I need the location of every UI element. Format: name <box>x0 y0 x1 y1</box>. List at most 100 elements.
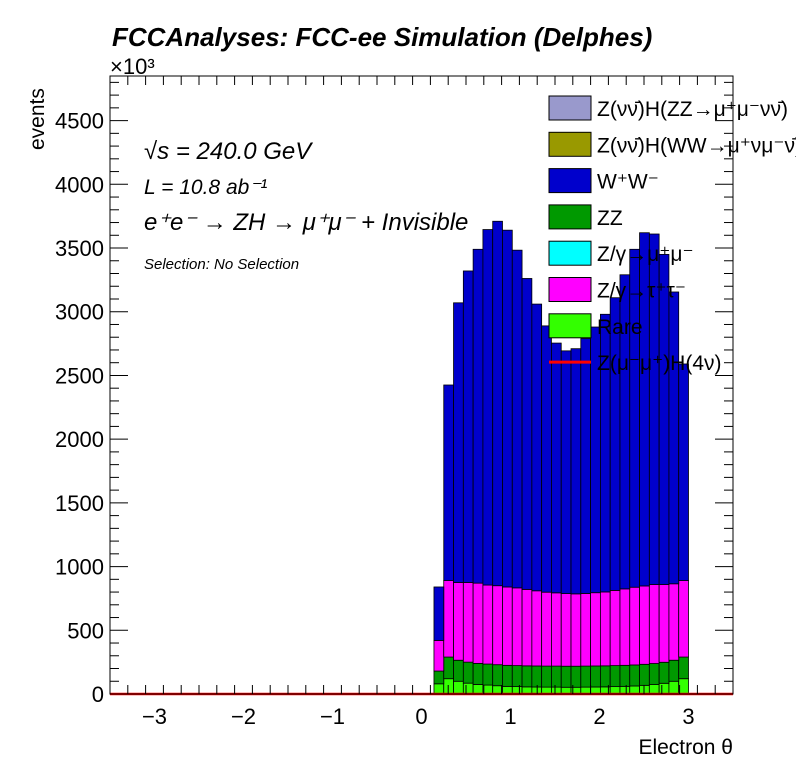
bar-0-3 <box>462 682 474 695</box>
x-tick-label: −3 <box>142 704 167 729</box>
legend-label-6: Rare <box>597 316 643 339</box>
bar-2-2 <box>453 582 464 661</box>
bar-2-15 <box>580 593 591 667</box>
bar-0-4 <box>472 684 484 695</box>
bar-2-21 <box>639 585 650 665</box>
bar-1-18 <box>609 665 621 688</box>
legend-label-5: Z/γ→τ⁺τ⁻ <box>597 280 686 303</box>
y-tick-label: 3000 <box>55 300 104 325</box>
bar-1-17 <box>599 665 611 688</box>
bar-4-9 <box>521 278 533 590</box>
bar-1-3 <box>462 661 474 684</box>
selection-annotation: Selection: No Selection <box>144 256 299 273</box>
bar-4-5 <box>482 229 494 586</box>
bar-1-0 <box>433 670 445 685</box>
y-tick-label: 0 <box>92 682 104 707</box>
bar-4-24 <box>668 291 680 585</box>
bar-0-23 <box>658 682 670 695</box>
bar-4-13 <box>560 350 572 594</box>
bar-2-19 <box>619 588 631 666</box>
bar-4-1 <box>443 384 454 581</box>
y-tick-label: 1500 <box>55 491 104 516</box>
bar-1-4 <box>472 663 484 685</box>
bar-4-3 <box>462 270 474 583</box>
bar-1-8 <box>511 665 523 688</box>
legend-swatch-3 <box>548 204 592 230</box>
bar-1-22 <box>648 663 660 685</box>
bar-1-23 <box>658 661 670 684</box>
x-tick-label: 1 <box>504 704 516 729</box>
bar-4-4 <box>472 248 484 584</box>
bar-2-16 <box>590 592 601 667</box>
y-tick-label: 2000 <box>55 427 104 452</box>
legend-swatch-6 <box>548 313 592 339</box>
legend-label-2: W⁺W⁻ <box>597 171 659 194</box>
bar-2-1 <box>443 580 454 658</box>
series-4 <box>433 220 689 641</box>
bar-1-1 <box>443 656 454 680</box>
bar-1-2 <box>453 659 464 682</box>
y-axis-label: events <box>26 88 49 150</box>
legend-swatch-4 <box>548 240 592 266</box>
y-tick-label: 4500 <box>55 109 104 134</box>
legend-swatch-2 <box>548 168 592 194</box>
legend-swatch-1 <box>548 131 592 157</box>
x-tick-label: 3 <box>682 704 694 729</box>
bar-2-14 <box>570 593 582 667</box>
x-tick-label: 0 <box>415 704 427 729</box>
bar-2-4 <box>472 582 484 664</box>
y-tick-label: 3500 <box>55 236 104 261</box>
bar-1-20 <box>629 664 640 687</box>
energy-annotation: √s = 240.0 GeV <box>144 138 313 165</box>
bar-4-8 <box>511 249 523 589</box>
bar-2-25 <box>678 580 689 658</box>
bar-2-0 <box>433 640 445 672</box>
plot-frame <box>109 75 734 695</box>
bar-4-0 <box>433 586 445 641</box>
y-tick-label: 500 <box>67 618 104 643</box>
legend-swatch-0 <box>548 95 592 121</box>
bar-4-11 <box>541 325 552 593</box>
bar-1-15 <box>580 665 591 688</box>
bar-2-12 <box>551 592 562 667</box>
bar-1-19 <box>619 664 631 687</box>
bar-1-14 <box>570 665 582 688</box>
bar-0-2 <box>453 680 464 695</box>
bar-1-5 <box>482 663 494 686</box>
bar-1-13 <box>560 665 572 688</box>
bar-2-13 <box>560 593 572 667</box>
bar-4-18 <box>609 297 621 591</box>
bar-1-7 <box>502 664 513 687</box>
bar-4-10 <box>531 303 543 592</box>
bar-1-16 <box>590 665 601 688</box>
bar-1-10 <box>531 665 543 688</box>
x-tick-label: −1 <box>320 704 345 729</box>
bar-2-11 <box>541 591 552 667</box>
bar-1-9 <box>521 665 533 688</box>
chart-title: FCCAnalyses: FCC-ee Simulation (Delphes) <box>112 22 652 52</box>
legend-label-1: Z(νν̄)H(WW→μ⁺νμ⁻ν̄) <box>597 134 796 157</box>
bar-4-6 <box>492 220 503 587</box>
y-multiplier: ×10³ <box>110 54 155 79</box>
bar-2-17 <box>599 591 611 667</box>
bar-2-18 <box>609 590 621 666</box>
bar-0-5 <box>482 684 494 695</box>
legend-label-0: Z(νν̄)H(ZZ→μ⁺μ⁻νν̄) <box>597 98 788 121</box>
bar-2-20 <box>629 586 640 666</box>
bar-0-22 <box>648 684 660 695</box>
lumi-annotation: L = 10.8 ab⁻¹ <box>144 176 267 199</box>
legend-label-3: ZZ <box>597 207 623 230</box>
legend-label-7: Z(μ⁻μ⁺)H(4ν) <box>597 352 722 375</box>
bar-4-23 <box>658 253 670 585</box>
x-tick-label: −2 <box>231 704 256 729</box>
bar-2-9 <box>521 588 533 667</box>
bar-1-25 <box>678 656 689 680</box>
bar-4-7 <box>502 229 513 588</box>
legend-label-4: Z/γ→μ⁺μ⁻ <box>597 243 694 266</box>
bar-1-21 <box>639 663 650 686</box>
bar-0-25 <box>678 678 689 695</box>
bar-4-2 <box>453 302 464 583</box>
bar-1-11 <box>541 665 552 688</box>
y-tick-label: 1000 <box>55 555 104 580</box>
